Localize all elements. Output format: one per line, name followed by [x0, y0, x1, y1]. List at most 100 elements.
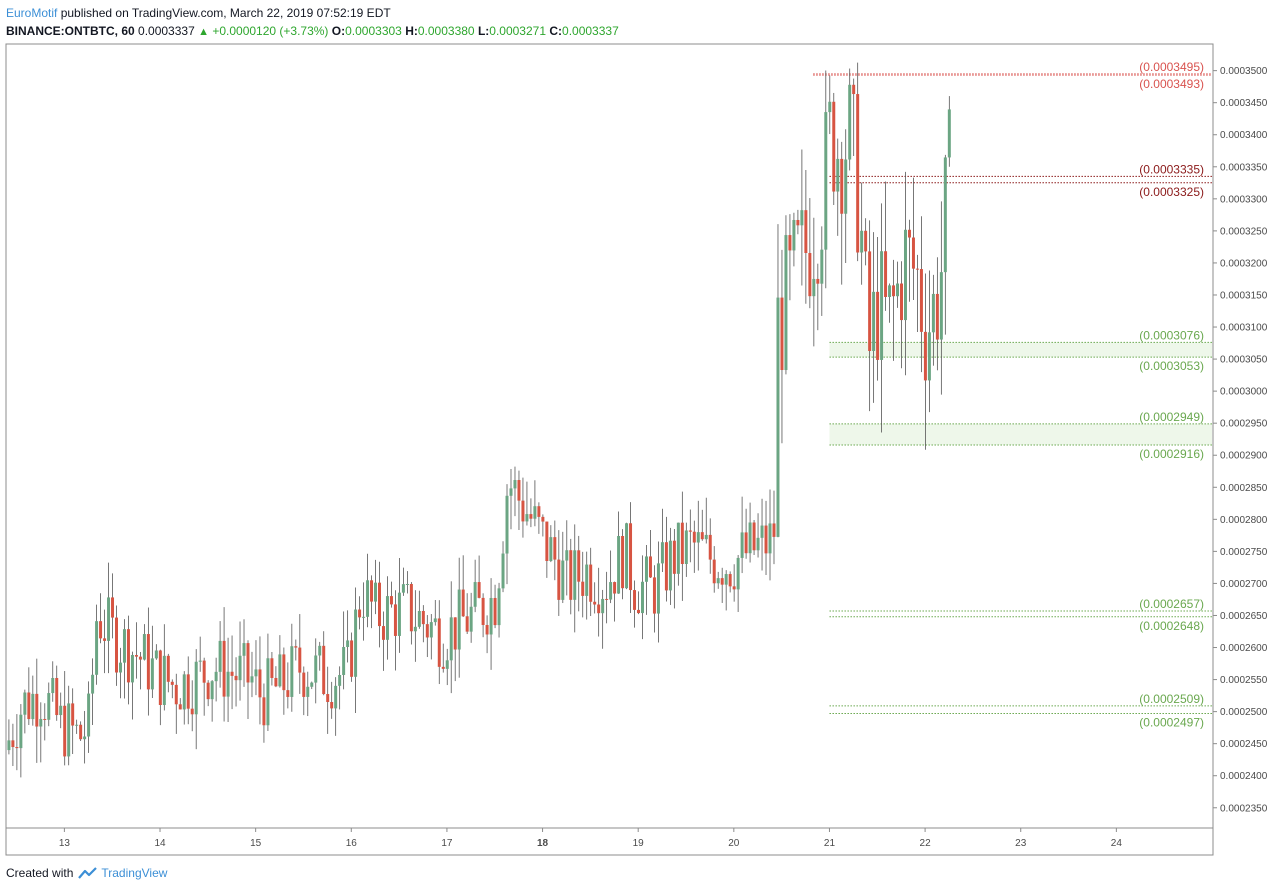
candle-body-48: [198, 660, 202, 662]
candle-body-178: [716, 578, 720, 584]
candle-body-152: [613, 582, 617, 594]
candle-body-12: [55, 678, 59, 716]
level-label-5: (0.0003053): [1139, 359, 1204, 373]
support-zone-1: [829, 423, 1212, 445]
candle-body-39: [162, 655, 166, 705]
candle-body-75: [306, 686, 310, 697]
candle-body-106: [429, 622, 433, 638]
candle-body-52: [214, 671, 218, 682]
candle-body-230: [923, 331, 927, 381]
time-axis[interactable]: 13 14 15 16 17 18 19 20 21 22 23 24: [59, 828, 1123, 849]
y-tick-label-13: 0.0002850: [1220, 483, 1268, 494]
candle-body-228: [915, 268, 919, 270]
support-zone-0: [829, 342, 1212, 358]
candle-body-58: [238, 655, 242, 681]
candle-body-201: [808, 253, 812, 297]
candle-body-18: [79, 724, 83, 740]
candle-body-159: [640, 581, 644, 614]
candle-body-224: [900, 283, 903, 321]
candle-body-202: [812, 278, 816, 297]
candle-body-80: [326, 694, 330, 703]
candle-body-222: [892, 285, 896, 297]
candle-body-25: [107, 597, 111, 641]
y-tick-label-8: 0.0003100: [1220, 323, 1268, 334]
candle-body-65: [266, 658, 270, 726]
candle-body-3: [19, 714, 23, 749]
candle-body-43: [178, 704, 182, 710]
candle-body-44: [182, 674, 186, 710]
candle-body-100: [405, 584, 409, 586]
candle-body-157: [633, 590, 637, 610]
candle-body-7: [35, 693, 39, 727]
candle-body-137: [553, 537, 557, 560]
candle-body-179: [720, 578, 724, 585]
candle-body-11: [51, 678, 55, 694]
level-label-10: (0.0002509): [1139, 692, 1204, 706]
ohlc-line: BINANCE:ONTBTC, 60 0.0003337 ▲ +0.000012…: [6, 22, 619, 41]
candle-body-51: [210, 681, 214, 700]
candle-body-94: [381, 626, 385, 640]
candle-body-194: [780, 297, 784, 371]
candle-body-168: [676, 522, 680, 574]
tradingview-logo[interactable]: TradingView: [77, 866, 167, 880]
level-label-4: (0.0003076): [1139, 328, 1204, 342]
candle-body-117: [473, 582, 477, 607]
candle-body-160: [644, 556, 648, 582]
candle-body-132: [533, 506, 537, 519]
candle-body-97: [393, 604, 397, 636]
candle-body-207: [832, 101, 836, 192]
open-value: 0.0003303: [345, 24, 402, 38]
candle-body-103: [417, 610, 421, 627]
candle-body-180: [724, 574, 728, 585]
level-label-7: (0.0002916): [1139, 447, 1204, 461]
candle-body-205: [824, 112, 828, 250]
candle-body-184: [740, 532, 744, 558]
candle-body-41: [170, 681, 174, 685]
candle-body-212: [852, 84, 856, 95]
price-change: +0.0000120 (+3.73%): [212, 24, 329, 38]
candle-body-35: [146, 634, 150, 690]
candle-body-121: [489, 597, 493, 635]
level-label-2: (0.0003335): [1139, 162, 1204, 176]
candle-body-118: [477, 582, 481, 598]
candle-body-63: [258, 669, 262, 698]
candle-body-29: [122, 629, 126, 663]
candle-body-16: [71, 703, 75, 726]
candle-body-37: [154, 650, 158, 659]
candle-body-148: [597, 604, 601, 614]
candle-body-84: [342, 646, 346, 675]
candle-body-62: [254, 669, 258, 677]
x-tick-label-9: 22: [920, 838, 932, 849]
candle-body-112: [453, 617, 457, 650]
candle-body-104: [421, 610, 425, 625]
candle-body-20: [87, 693, 91, 737]
x-tick-label-4: 17: [441, 838, 453, 849]
candle-body-213: [856, 94, 860, 253]
candle-body-217: [872, 291, 876, 351]
author-link[interactable]: EuroMotif: [6, 6, 58, 20]
candle-body-176: [708, 534, 712, 560]
price-axis[interactable]: 0.0003500 0.0003450 0.0003400 0.0003350 0.00…: [1213, 66, 1268, 814]
candle-body-86: [350, 640, 354, 677]
x-tick-label-6: 19: [633, 838, 645, 849]
publish-line: EuroMotif published on TradingView.com, …: [6, 4, 619, 22]
candle-body-79: [322, 645, 326, 695]
candle-body-107: [433, 618, 437, 623]
y-tick-label-15: 0.0002750: [1220, 547, 1268, 558]
candle-body-26: [111, 597, 115, 618]
candle-body-125: [505, 495, 509, 554]
candle-body-30: [126, 629, 130, 683]
chart-border: [5, 43, 1214, 856]
candle-body-182: [732, 586, 736, 590]
candle-body-161: [648, 556, 652, 578]
y-tick-label-14: 0.0002800: [1220, 515, 1268, 526]
candle-body-206: [828, 101, 832, 113]
candle-body-130: [525, 514, 529, 522]
level-label-9: (0.0002648): [1139, 619, 1204, 633]
candle-body-23: [99, 621, 103, 639]
candle-body-164: [660, 542, 664, 564]
candle-body-42: [174, 684, 178, 705]
level-label-3: (0.0003325): [1139, 185, 1204, 199]
y-tick-label-2: 0.0003400: [1220, 130, 1268, 141]
